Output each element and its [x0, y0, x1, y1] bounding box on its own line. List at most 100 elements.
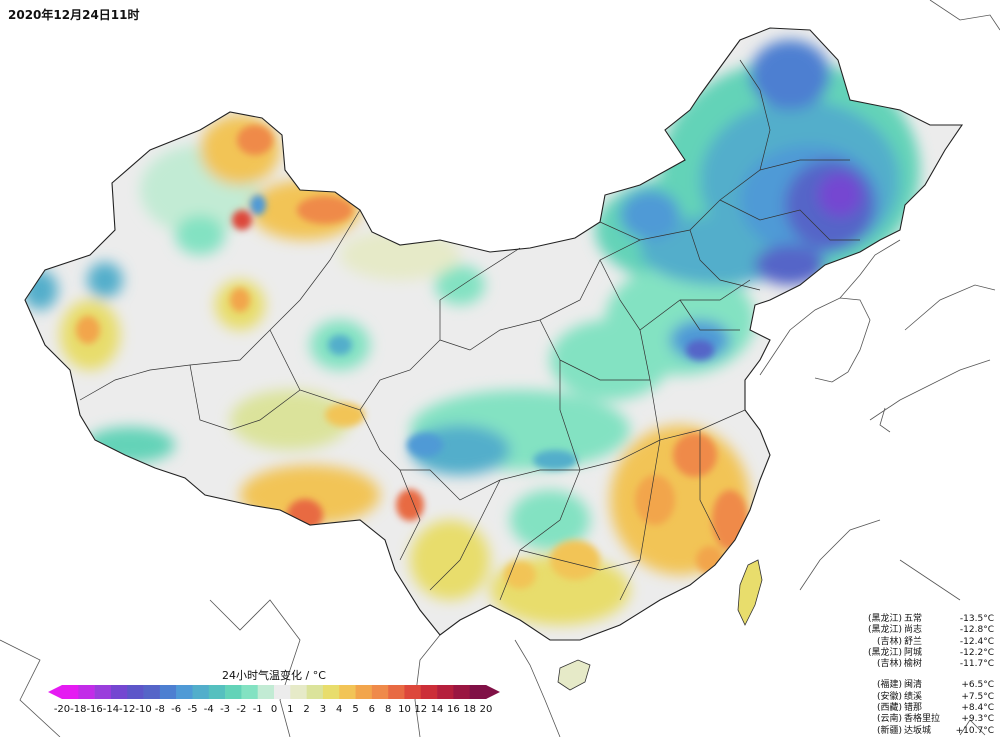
- colorbar-swatch: [192, 685, 210, 699]
- station-value: +7.5°C: [961, 691, 994, 702]
- station-value: -13.5°C: [959, 614, 994, 624]
- colorbar-tick-label: -1: [252, 704, 263, 715]
- station-value: -12.8°C: [959, 625, 994, 636]
- station-row: (安徽) 绩溪 +7.5°C: [858, 692, 996, 703]
- station-row: (吉林) 榆树 -11.7°C: [858, 659, 996, 670]
- station-province: (黑龙江): [867, 614, 902, 624]
- colorbar-swatch: [176, 685, 193, 699]
- station-value: -12.2°C: [959, 647, 994, 658]
- colorbar-tick-label: -12: [119, 704, 136, 715]
- station-value: +8.4°C: [961, 703, 994, 714]
- colorbar-swatch: [94, 685, 112, 699]
- station-name: 五常: [904, 614, 923, 624]
- station-value: +9.3°C: [961, 714, 994, 725]
- colorbar-tick-label: 18: [463, 704, 477, 715]
- colorbar-swatch: [388, 685, 405, 699]
- colorbar-swatch: [339, 685, 356, 699]
- colorbar-tick-label: -16: [86, 704, 103, 715]
- colorbar-swatch: [290, 685, 307, 699]
- station-province: (福建): [876, 680, 902, 691]
- hainan: [557, 659, 591, 691]
- station-row: (云南) 香格里拉 +9.3°C: [858, 714, 996, 725]
- colorbar-tick-label: -3: [220, 704, 231, 715]
- colorbar-swatch: [225, 685, 242, 699]
- colorbar-swatch: [453, 685, 470, 699]
- colorbar-tick-label: 0: [270, 704, 278, 715]
- map-timestamp: 2020年12月24日11时: [8, 8, 140, 22]
- station-row: (吉林) 舒兰 -12.4°C: [858, 637, 996, 648]
- colorbar-tick-label: -8: [154, 704, 165, 715]
- colorbar-swatch: [78, 685, 95, 699]
- colorbar-tick-label: -14: [102, 704, 120, 715]
- station-value: -12.4°C: [959, 636, 994, 647]
- colorbar-swatch: [127, 685, 144, 699]
- colorbar-swatch: [306, 685, 324, 699]
- colorbar-swatch: [241, 685, 258, 699]
- colorbar-tick-label: 14: [430, 704, 444, 715]
- station-name: 达坂城: [904, 725, 932, 736]
- colorbar-swatch: [322, 685, 340, 699]
- station-province: (西藏): [876, 703, 902, 714]
- panel-gap: [858, 670, 996, 680]
- station-value: +6.5°C: [961, 680, 994, 691]
- colorbar-swatch: [469, 685, 487, 699]
- colorbar-tick-label: 2: [303, 704, 310, 715]
- colorbar-arrow-right: [486, 685, 500, 699]
- colorbar-swatch: [257, 685, 275, 699]
- colorbar-swatch: [404, 685, 422, 699]
- station-row: (黑龙江) 阿城 -12.2°C: [858, 648, 996, 659]
- colorbar-arrow-left: [48, 685, 62, 699]
- station-name: 香格里拉: [904, 714, 941, 725]
- colorbar-tick-label: -6: [171, 704, 182, 715]
- china-border: [24, 27, 964, 641]
- legend-title: 24小时气温变化 / °C: [222, 669, 326, 682]
- station-province: (吉林): [876, 659, 902, 670]
- station-value: -11.7°C: [959, 659, 994, 670]
- province-borders: [79, 59, 860, 601]
- coldest-stations: (黑龙江) 五常 -13.5°C (黑龙江) 尚志 -12.8°C (吉林) 舒兰 -12.4°…: [858, 614, 996, 670]
- station-name: 舒兰: [904, 636, 923, 647]
- colorbar-swatch: [62, 685, 79, 699]
- colorbar-tick-label: 16: [447, 704, 460, 715]
- colorbar-tick-label: -18: [70, 704, 87, 715]
- station-province: (黑龙江): [867, 625, 902, 636]
- colorbar-swatch: [420, 685, 438, 699]
- colorbar-tick-label: 5: [352, 704, 359, 715]
- station-name: 绩溪: [904, 691, 923, 702]
- colorbar-swatch: [355, 685, 373, 699]
- colorbar-swatch: [274, 685, 291, 699]
- station-row: (黑龙江) 五常 -13.5°C: [858, 614, 996, 625]
- station-row: (西藏) 错那 +8.4°C: [858, 703, 996, 714]
- colorbar-tick-label: 8: [384, 704, 392, 715]
- colorbar-swatch: [110, 685, 128, 699]
- colorbar-swatch: [371, 685, 389, 699]
- station-name: 阿城: [904, 647, 923, 658]
- station-name: 闽清: [904, 680, 923, 691]
- station-province: (新疆): [876, 725, 902, 736]
- station-row: (新疆) 达坂城 +10.7°C: [858, 726, 996, 737]
- colorbar-swatch: [437, 685, 454, 699]
- station-name: 错那: [904, 703, 923, 714]
- colorbar-swatch: [143, 685, 161, 699]
- colorbar: [48, 685, 500, 699]
- colorbar-tick-label: 3: [319, 704, 327, 715]
- station-extremes-panel: (黑龙江) 五常 -13.5°C (黑龙江) 尚志 -12.8°C (吉林) 舒兰 -12.4°…: [858, 614, 996, 737]
- colorbar-tick-label: -2: [236, 704, 247, 715]
- colorbar-swatch: [159, 685, 177, 699]
- colorbar-tick-label: 6: [368, 704, 376, 715]
- colorbar-tick-label: -10: [135, 704, 152, 715]
- station-province: (云南): [876, 714, 902, 725]
- station-province: (黑龙江): [867, 647, 902, 658]
- colorbar-tick-label: -20: [53, 704, 71, 715]
- station-row: (福建) 闽清 +6.5°C: [858, 680, 996, 691]
- station-name: 尚志: [904, 625, 923, 636]
- colorbar-tick-label: -4: [203, 704, 214, 715]
- colorbar-tick-label: 20: [479, 704, 493, 715]
- warmest-stations: (福建) 闽清 +6.5°C (安徽) 绩溪 +7.5°C (西藏) 错那 +8.4°C (云南)…: [858, 680, 996, 736]
- station-province: (吉林): [876, 636, 902, 647]
- colorbar-tick-label: -5: [187, 704, 198, 715]
- taiwan: [737, 559, 763, 626]
- colorbar-tick-label: 10: [398, 704, 411, 715]
